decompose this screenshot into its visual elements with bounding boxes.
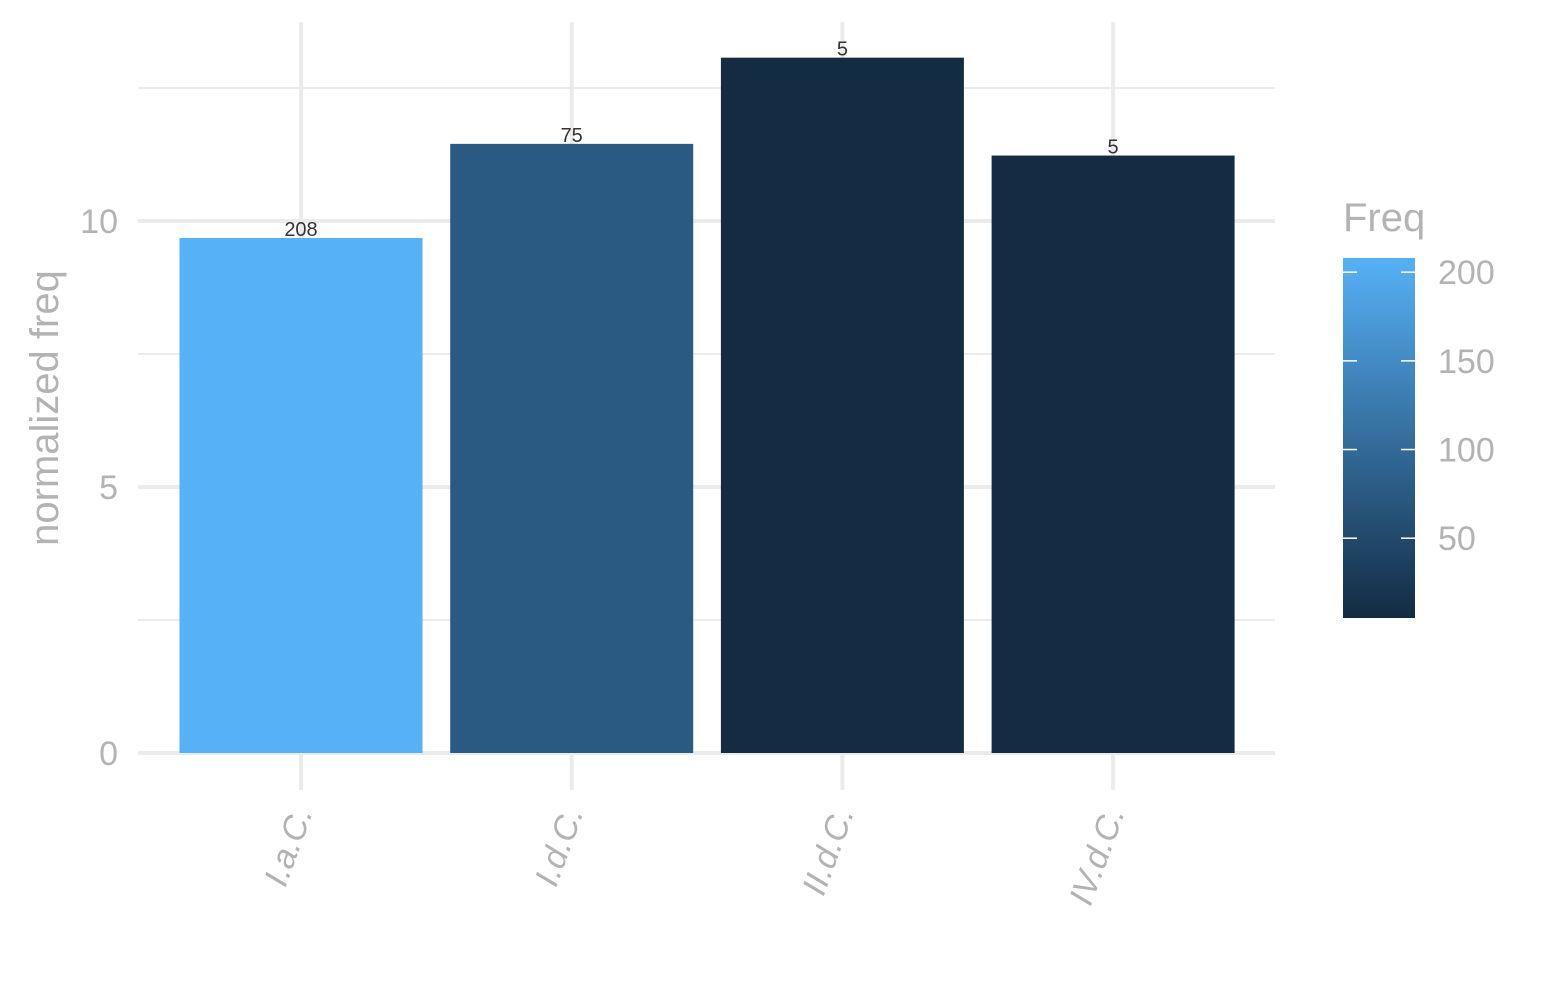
bar-iidc — [720, 57, 964, 753]
legend-tick-label: 200 — [1438, 254, 1495, 292]
legend-colorbar — [1343, 258, 1415, 618]
legend-tick-label: 100 — [1438, 432, 1495, 470]
x-tick-label: I.d.C. — [528, 802, 591, 891]
y-tick-label: 5 — [99, 469, 118, 507]
x-tick-label: I.a.C. — [257, 802, 320, 891]
bar-value-label: 5 — [1108, 137, 1119, 159]
x-axis-ticks: I.a.C. I.d.C. II.d.C. IV.d.C. — [257, 802, 1133, 910]
legend-tick-label: 50 — [1438, 520, 1476, 558]
bar-iac — [179, 238, 423, 754]
y-tick-label: 0 — [99, 735, 118, 773]
x-tick-label: II.d.C. — [795, 802, 862, 900]
legend-tick-label: 150 — [1438, 343, 1495, 381]
bar-value-label: 75 — [561, 125, 583, 147]
x-tick-label: IV.d.C. — [1062, 802, 1132, 910]
bar-value-label: 208 — [284, 219, 317, 241]
bar-ivdc — [991, 155, 1235, 754]
legend-title: Freq — [1343, 196, 1425, 240]
bar-value-label: 5 — [837, 39, 848, 61]
legend-ticks: 50 100 150 200 — [1343, 254, 1495, 558]
bar-idc — [450, 143, 694, 754]
y-tick-label: 10 — [80, 203, 118, 241]
y-axis-ticks: 0 5 10 — [80, 203, 118, 773]
bars — [179, 57, 1235, 754]
data-labels: 208 75 5 5 — [284, 39, 1118, 241]
y-axis-title: normalized freq — [23, 270, 67, 546]
legend: Freq 50 100 150 200 — [1343, 196, 1495, 618]
